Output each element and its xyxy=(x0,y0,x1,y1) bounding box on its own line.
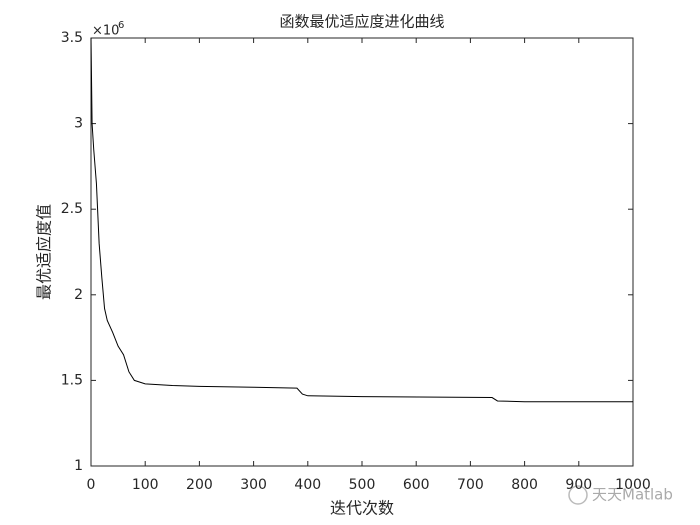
x-tick-label: 400 xyxy=(294,477,321,493)
watermark: 天天Matlab xyxy=(592,486,673,504)
y-tick-label: 2.5 xyxy=(61,201,83,217)
x-tick-label: 1000 xyxy=(615,477,651,493)
x-tick-label: 0 xyxy=(87,477,96,493)
y-tick-label: 1 xyxy=(74,458,83,474)
x-tick-label: 200 xyxy=(186,477,213,493)
x-tick-label: 100 xyxy=(132,477,159,493)
x-tick-label: 700 xyxy=(457,477,484,493)
plot-area xyxy=(90,37,634,467)
y-tick-label: 1.5 xyxy=(61,372,83,388)
y-multiplier-power: 6 xyxy=(118,20,124,31)
x-tick-label: 800 xyxy=(511,477,538,493)
x-tick-label: 300 xyxy=(240,477,267,493)
chart-title: 函数最优适应度进化曲线 xyxy=(279,13,444,31)
x-axis-label: 迭代次数 xyxy=(330,499,394,518)
y-multiplier-base: ×10 xyxy=(92,24,119,39)
y-tick-label: 2 xyxy=(74,287,83,303)
line xyxy=(90,37,633,403)
y-tick-label: 3.5 xyxy=(61,30,83,46)
watermark-icon xyxy=(568,485,588,505)
y-axis-label: 最优适应度值 xyxy=(35,204,54,300)
x-tick-label: 900 xyxy=(565,477,592,493)
y-tick-label: 3 xyxy=(74,116,83,132)
x-tick-label: 500 xyxy=(349,477,376,493)
x-tick-label: 600 xyxy=(403,477,430,493)
